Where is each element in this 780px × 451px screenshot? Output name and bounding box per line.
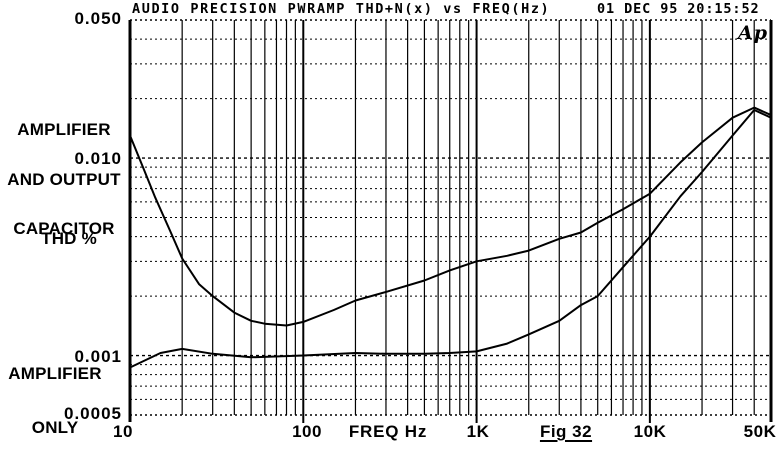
y-tick-label-0.050: 0.050: [74, 9, 122, 28]
chart-timestamp: 01 DEC 95 20:15:52: [597, 1, 760, 17]
upper-curve-annotation-line3: CAPACITOR: [13, 219, 115, 238]
y-axis-label: THD %: [41, 229, 97, 248]
x-tick-label-10: 10: [113, 422, 133, 441]
y-tick-label-0.0005: 0.0005: [64, 404, 122, 423]
audio-precision-logo: Ap: [738, 22, 769, 44]
upper-curve-annotation-line1: AMPLIFIER: [17, 120, 111, 139]
x-tick-label-1k: 1K: [466, 422, 490, 441]
x-tick-label-10k: 10K: [633, 422, 667, 441]
upper-curve-annotation: AMPLIFIER AND OUTPUT CAPACITOR: [0, 89, 128, 271]
curve-amplifier-only: [129, 109, 772, 369]
lower-curve-annotation-line2: ONLY: [31, 418, 79, 437]
lower-curve-annotation: AMPLIFIER ONLY: [0, 329, 110, 451]
y-tick-label-0.001: 0.001: [74, 347, 122, 366]
upper-curve-annotation-line2: AND OUTPUT: [7, 169, 121, 189]
x-tick-label-100: 100: [292, 422, 322, 441]
x-axis-label: FREQ Hz: [348, 422, 428, 441]
lower-curve-annotation-line1: AMPLIFIER: [8, 364, 102, 383]
y-tick-label-0.010: 0.010: [74, 149, 122, 168]
curve-amplifier-and-output-capacitor: [129, 106, 772, 327]
figure-number-label: Fig 32: [539, 422, 593, 441]
x-tick-label-50k: 50K: [743, 422, 777, 441]
chart-title: AUDIO PRECISION PWRAMP THD+N(x) vs FREQ(…: [132, 1, 551, 17]
